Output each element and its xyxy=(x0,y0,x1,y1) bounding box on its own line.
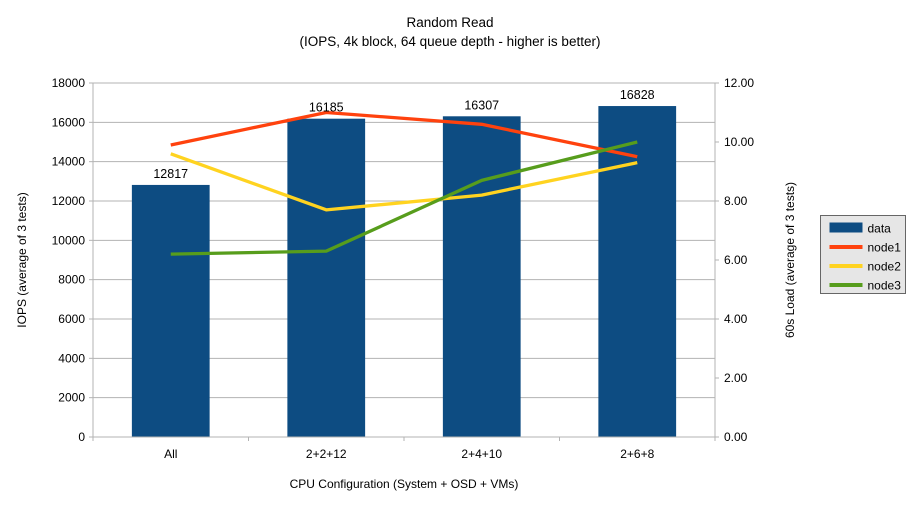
legend-label: node3 xyxy=(868,279,902,293)
legend-swatch-line xyxy=(829,283,863,287)
bar-value-label: 16307 xyxy=(464,98,499,112)
legend-item-node3: node3 xyxy=(829,279,902,293)
right-axis-tick-label: 4.00 xyxy=(724,312,748,326)
left-axis-tick-label: 0 xyxy=(78,430,85,444)
x-axis-title: CPU Configuration (System + OSD + VMs) xyxy=(290,477,519,491)
left-axis-tick-label: 8000 xyxy=(58,273,85,287)
data-labels: 12817 16185 16307 16828 xyxy=(153,88,654,181)
bar-value-label: 16185 xyxy=(309,101,344,115)
line-series-node3 xyxy=(170,140,638,256)
left-axis-tick-label: 12000 xyxy=(52,194,86,208)
x-axis-category-label: 2+2+12 xyxy=(306,447,347,461)
x-axis-category-label: All xyxy=(164,447,177,461)
chart-subtitle: (IOPS, 4k block, 64 queue depth - higher… xyxy=(300,34,601,49)
legend-item-data: data xyxy=(829,222,892,236)
y-axis-title-right: 60s Load (average of 3 tests) xyxy=(783,182,797,338)
legend-swatch-bar xyxy=(829,222,863,233)
left-axis-tick-label: 14000 xyxy=(52,155,86,169)
bar-value-label: 16828 xyxy=(620,88,655,102)
legend-item-node2: node2 xyxy=(829,260,902,274)
left-axis-tick-label: 16000 xyxy=(52,115,86,129)
axes: 0 2000 4000 6000 8000 10000 12000 14000 16000 180… xyxy=(52,76,755,461)
legend-swatch-line xyxy=(829,245,863,249)
x-axis-category-label: 2+6+8 xyxy=(620,447,654,461)
bar-2+6+8 xyxy=(598,106,677,438)
right-axis-tick-label: 0.00 xyxy=(724,430,748,444)
right-axis-tick-label: 8.00 xyxy=(724,194,748,208)
legend-label: node1 xyxy=(868,241,902,255)
right-axis-tick-label: 6.00 xyxy=(724,253,748,267)
right-axis-tick-label: 10.00 xyxy=(724,135,754,149)
bar-All xyxy=(131,184,210,437)
chart-title: Random Read xyxy=(406,15,493,30)
bar-2+4+10 xyxy=(442,116,521,438)
x-axis-category-label: 2+4+10 xyxy=(461,447,502,461)
bar-series-data xyxy=(131,106,677,438)
right-axis-tick-label: 12.00 xyxy=(724,76,754,90)
line-series-group xyxy=(170,110,638,256)
left-axis-tick-label: 4000 xyxy=(58,351,85,365)
left-axis-tick-label: 6000 xyxy=(58,312,85,326)
left-axis-tick-label: 2000 xyxy=(58,391,85,405)
right-axis-tick-label: 2.00 xyxy=(724,371,748,385)
legend-swatch-line xyxy=(829,264,863,268)
legend-label: node2 xyxy=(868,260,902,274)
line-series-node1 xyxy=(170,110,638,159)
y-axis-title-left: IOPS (average of 3 tests) xyxy=(15,192,29,327)
line-series-node2 xyxy=(170,152,638,212)
bar-2+2+12 xyxy=(287,118,366,437)
left-axis-tick-label: 18000 xyxy=(52,76,86,90)
left-axis-tick-label: 10000 xyxy=(52,233,86,247)
legend: data node1 node2 node3 xyxy=(820,215,906,294)
legend-label: data xyxy=(868,222,892,236)
bar-value-label: 12817 xyxy=(153,167,188,181)
legend-item-node1: node1 xyxy=(829,241,902,255)
